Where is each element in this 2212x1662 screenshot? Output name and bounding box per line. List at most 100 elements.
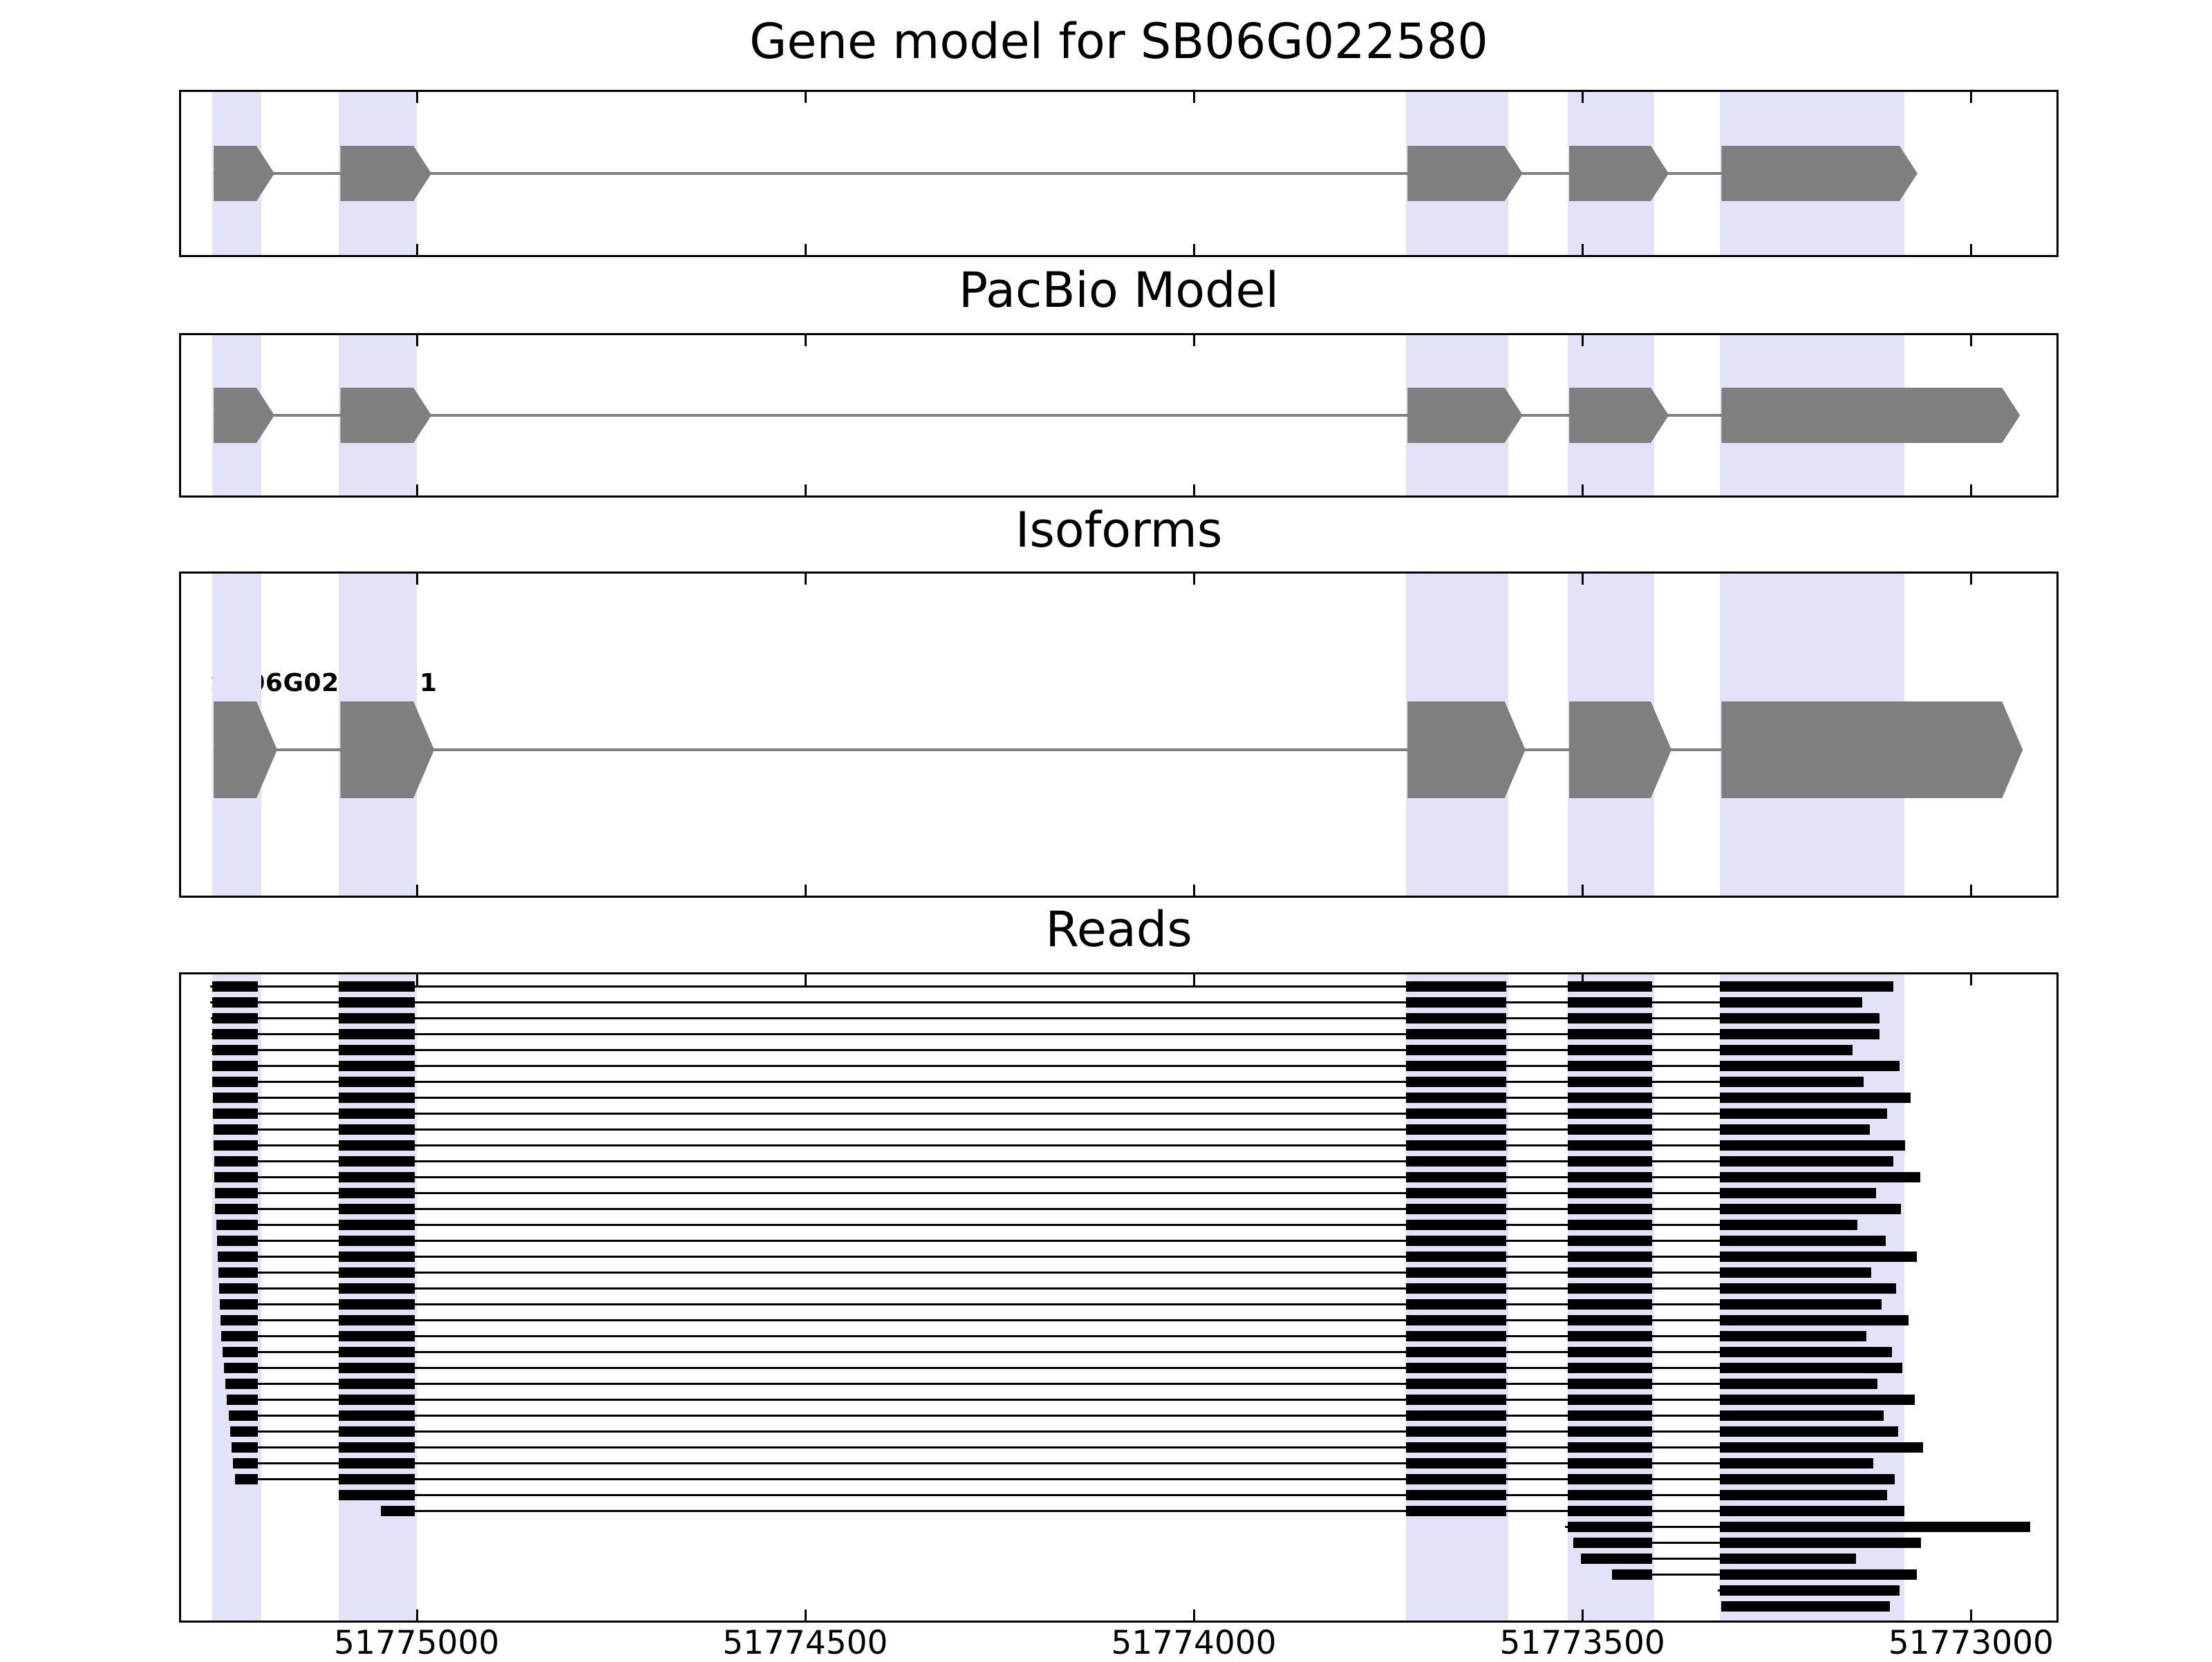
read-line [213, 1097, 1911, 1099]
read-line [229, 1430, 1898, 1433]
axis-tick [1582, 885, 1584, 896]
read-line [232, 1446, 1923, 1448]
axis-tick [1192, 335, 1195, 346]
axis-tick [1192, 244, 1195, 255]
read-exon-block [339, 1188, 415, 1198]
read-exon-block [1567, 1124, 1653, 1135]
read-exon-block [339, 1410, 415, 1421]
title-isoforms: Isoforms [1015, 502, 1223, 558]
read-exon-block [339, 1108, 415, 1119]
read-exon-block [1567, 1077, 1653, 1087]
exon [1569, 701, 1671, 798]
read-exon-block [1405, 1045, 1506, 1055]
read-exon-block [339, 1267, 415, 1278]
read-line [216, 1224, 1858, 1226]
read-exon-block [212, 981, 259, 992]
read-line [213, 1113, 1887, 1115]
read-exon-block [1405, 1108, 1506, 1119]
panel-reads [179, 972, 2059, 1623]
read-exon-block [212, 1061, 259, 1071]
read-line [209, 1001, 1862, 1003]
read-exon-block [1720, 1299, 1882, 1310]
title-reads: Reads [1045, 901, 1192, 958]
axis-tick [1970, 885, 1973, 896]
read-exon-block [1720, 1188, 1877, 1198]
read-exon-block [1720, 1283, 1897, 1294]
read-exon-block [339, 1490, 415, 1500]
axis-tick [1582, 244, 1584, 255]
read-exon-block [1567, 1283, 1653, 1294]
read-line [218, 1272, 1872, 1274]
read-exon-block [339, 1045, 415, 1055]
intron-line [214, 414, 2003, 417]
read-exon-block [1567, 1093, 1653, 1103]
read-exon-block [219, 1283, 259, 1294]
read-exon-block [339, 997, 415, 1008]
axis-tick [1582, 1609, 1584, 1621]
read-exon-block [228, 1410, 259, 1421]
read-exon-block [1405, 1220, 1506, 1230]
read-exon-block [1405, 1379, 1506, 1389]
read-exon-block [214, 1156, 259, 1167]
exon [340, 146, 431, 201]
axis-tick [1970, 1609, 1973, 1621]
read-line [215, 1192, 1877, 1194]
read-exon-block [1567, 997, 1653, 1008]
axis-tick [1970, 335, 1973, 346]
axis-tick [804, 974, 807, 985]
read-exon-block [1720, 1093, 1911, 1103]
axis-tick [415, 574, 418, 585]
axis-tick [1582, 92, 1584, 103]
read-exon-block [212, 1077, 259, 1087]
read-exon-block [1720, 1013, 1880, 1023]
read-exon-block [218, 1267, 259, 1278]
read-exon-block [339, 1379, 415, 1389]
read-line [214, 1160, 1893, 1162]
read-exon-block [1405, 981, 1506, 992]
read-exon-block [1720, 1220, 1858, 1230]
read-exon-block [339, 1204, 415, 1214]
read-exon-block [1405, 1299, 1506, 1310]
read-exon-block [339, 1172, 415, 1182]
axis-tick [415, 974, 418, 985]
read-exon-block [221, 1315, 259, 1325]
read-exon-block [1405, 1490, 1506, 1500]
read-line [212, 1065, 1900, 1067]
exon [214, 388, 274, 443]
read-exon-block [215, 1204, 259, 1214]
read-exon-block [1567, 1156, 1653, 1167]
read-exon-block [1405, 1410, 1506, 1421]
read-exon-block [1720, 1569, 1917, 1580]
read-exon-block [220, 1299, 259, 1310]
axis-tick [1192, 974, 1195, 985]
axis-tick [415, 484, 418, 495]
read-exon-block [339, 1061, 415, 1071]
read-exon-block [1405, 1156, 1506, 1167]
exon [1407, 146, 1523, 201]
read-exon-block [234, 1474, 259, 1484]
axis-tick [415, 885, 418, 896]
axis-tick [804, 574, 807, 585]
read-exon-block [1567, 1490, 1653, 1500]
read-line [217, 1256, 1917, 1258]
read-exon-block [1580, 1554, 1653, 1564]
read-exon-block [225, 1379, 259, 1389]
read-exon-block [1720, 1458, 1873, 1469]
read-exon-block [1567, 981, 1653, 992]
read-exon-block [1405, 1267, 1506, 1278]
exon-highlight-band [1405, 974, 1509, 1621]
read-line [222, 1351, 1892, 1353]
read-exon-block [1573, 1538, 1653, 1548]
title-gene-model: Gene model for SB06G022580 [749, 13, 1488, 70]
read-exon-block [1720, 1045, 1853, 1055]
read-line [234, 1478, 1895, 1480]
axis-tick [1582, 974, 1584, 985]
read-exon-block [1567, 1474, 1653, 1484]
exon-highlight-band [339, 974, 417, 1621]
read-exon-block [1567, 1442, 1653, 1453]
exon [1407, 388, 1523, 443]
read-line [223, 1367, 1903, 1369]
read-line [212, 1081, 1864, 1083]
axis-tick [1970, 574, 1973, 585]
